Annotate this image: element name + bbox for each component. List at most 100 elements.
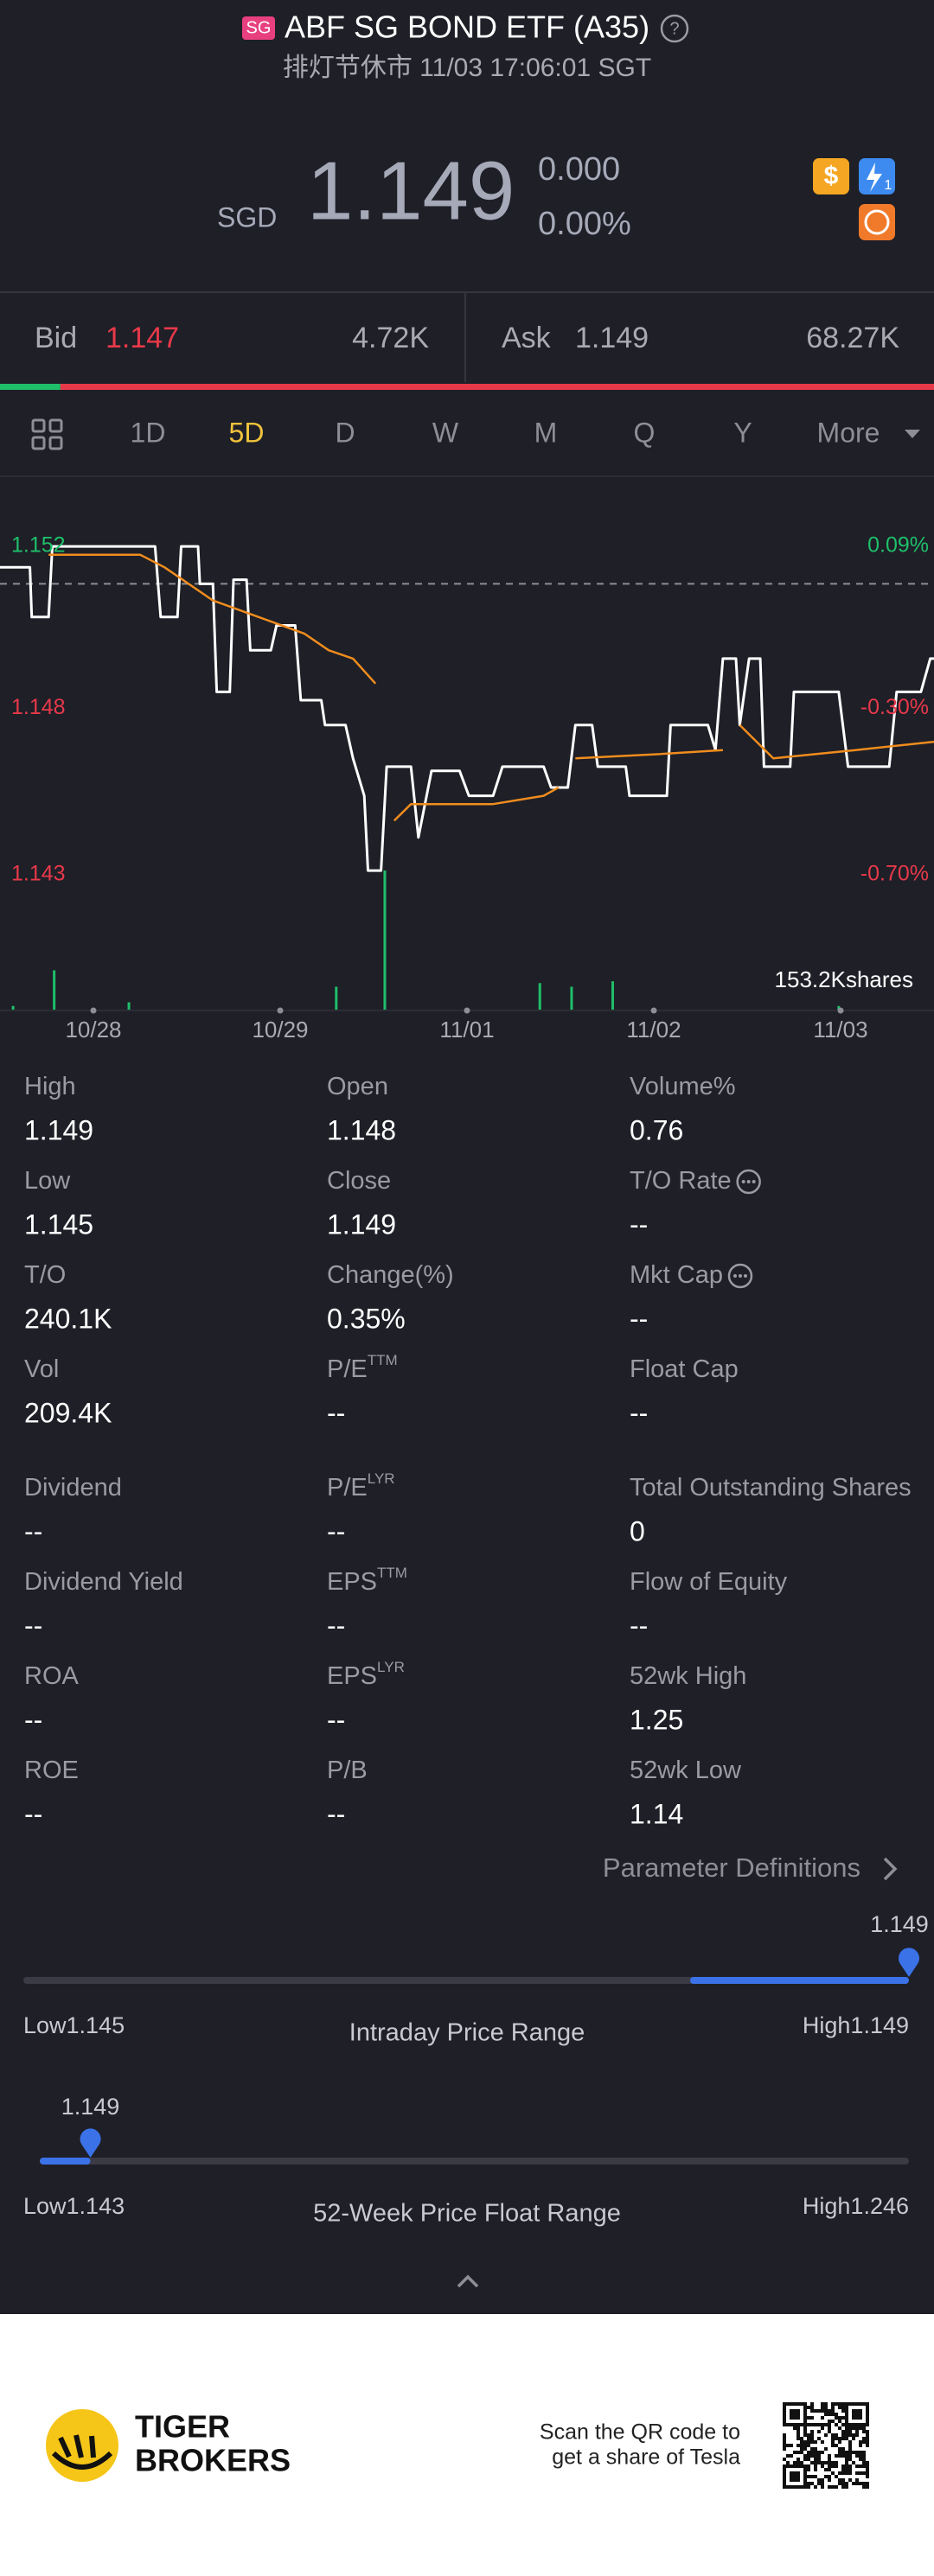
range-title: 52-Week Price Float Range: [313, 2200, 621, 2228]
qr-cell: [807, 2437, 810, 2440]
stat-value: --: [24, 1704, 42, 1735]
period-tab[interactable]: 5D: [229, 417, 265, 448]
stat-label: P/ELYR: [327, 1470, 395, 1501]
tool-icon[interactable]: [859, 204, 895, 240]
qr-cell: [803, 2458, 807, 2461]
period-tab[interactable]: 1D: [131, 417, 166, 448]
stat-value: 1.145: [24, 1208, 93, 1240]
qr-cell: [859, 2426, 862, 2430]
stock-title: ABF SG BOND ETF (A35): [285, 10, 649, 45]
qr-cell: [845, 2416, 848, 2420]
qr-cell: [866, 2440, 869, 2444]
qr-cell: [810, 2433, 814, 2437]
qr-cell: [821, 2464, 824, 2468]
qr-cell: [845, 2482, 848, 2485]
qr-cell: [783, 2444, 786, 2447]
qr-cell: [848, 2447, 852, 2451]
dollar-icon[interactable]: [813, 158, 849, 194]
stat-label: ROE: [24, 1757, 79, 1784]
info-icon-dot: [741, 1180, 745, 1183]
qr-cell: [814, 2447, 817, 2451]
qr-cell: [783, 2468, 786, 2471]
qr-cell: [831, 2471, 835, 2475]
qr-cell: [848, 2464, 852, 2468]
qr-cell: [793, 2426, 796, 2430]
qr-cell: [866, 2475, 869, 2478]
qr-cell: [831, 2402, 835, 2406]
stat-label-text: Flow of Equity: [630, 1568, 788, 1596]
qr-cell: [810, 2416, 814, 2420]
qr-cell: [800, 2451, 803, 2454]
stat-value: --: [630, 1208, 648, 1240]
collapse-caret[interactable]: [457, 2274, 479, 2288]
range-current: 1.149: [61, 2094, 120, 2120]
qr-cell: [845, 2413, 848, 2416]
qr-cell: [835, 2454, 838, 2458]
qr-cell: [862, 2423, 866, 2426]
layout-icon[interactable]: [31, 418, 63, 450]
period-tab[interactable]: More: [817, 417, 880, 448]
stat-label-text: 52wk High: [630, 1662, 746, 1690]
range-low-value: 1.143: [67, 2193, 125, 2219]
period-tab[interactable]: W: [432, 417, 459, 448]
price-line: [0, 545, 934, 872]
stat-value: --: [24, 1610, 42, 1641]
range-track: [23, 1977, 909, 1984]
qr-cell: [790, 2416, 793, 2420]
qr-cell: [807, 2416, 810, 2420]
info-icon[interactable]: [727, 1263, 753, 1289]
qr-cell: [790, 2413, 793, 2416]
tool-icon-ring: [864, 209, 890, 235]
period-tab[interactable]: Y: [733, 417, 752, 448]
qr-cell: [810, 2423, 814, 2426]
x-tick-mark: [464, 1007, 470, 1014]
parameter-definitions-link[interactable]: Parameter Definitions: [603, 1852, 860, 1883]
qr-cell: [828, 2454, 831, 2458]
qr-cell: [800, 2464, 803, 2468]
qr-cell: [855, 2402, 859, 2406]
qr-cell: [803, 2454, 807, 2458]
qr-cell: [803, 2426, 807, 2430]
x-tick-label: 11/03: [813, 1017, 867, 1043]
qr-cell: [852, 2461, 855, 2464]
qr-cell: [831, 2409, 835, 2413]
info-icon[interactable]: [736, 1169, 761, 1195]
qr-cell: [862, 2482, 866, 2485]
qr-cell: [848, 2423, 852, 2426]
qr-cell: [855, 2409, 859, 2413]
qr-cell: [793, 2464, 796, 2468]
qr-cell: [838, 2402, 841, 2406]
qr-cell: [807, 2468, 810, 2471]
period-tab[interactable]: M: [534, 417, 558, 448]
qr-cell: [848, 2458, 852, 2461]
qr-cell: [835, 2402, 838, 2406]
qr-cell: [859, 2423, 862, 2426]
qr-cell: [790, 2409, 793, 2413]
qr-cell: [810, 2447, 814, 2451]
qr-cell: [814, 2464, 817, 2468]
qr-cell: [841, 2478, 845, 2482]
info-icon-dot: [738, 1274, 742, 1278]
qr-cell: [855, 2423, 859, 2426]
flash-icon-number: 1: [885, 178, 892, 193]
stat-value: 0: [630, 1515, 645, 1546]
qr-cell: [786, 2423, 790, 2426]
price-change: 0.000: [538, 151, 620, 188]
qr-cell: [855, 2451, 859, 2454]
period-tab[interactable]: Q: [634, 417, 656, 448]
market-badge-text: SG: [246, 18, 272, 37]
qr-cell: [841, 2430, 845, 2433]
stat-value: 240.1K: [24, 1303, 112, 1334]
period-tab[interactable]: D: [335, 417, 355, 448]
help-icon[interactable]: [660, 14, 689, 43]
qr-cell: [793, 2402, 796, 2406]
qr-cell: [817, 2458, 821, 2461]
qr-cell: [841, 2423, 845, 2426]
chevron: [883, 1857, 898, 1881]
flash-icon-bolt: [867, 163, 882, 192]
qr-cell: [810, 2461, 814, 2464]
qr-cell: [841, 2482, 845, 2485]
qr-cell: [848, 2451, 852, 2454]
qr-cell: [803, 2482, 807, 2485]
x-tick-mark: [90, 1007, 97, 1014]
